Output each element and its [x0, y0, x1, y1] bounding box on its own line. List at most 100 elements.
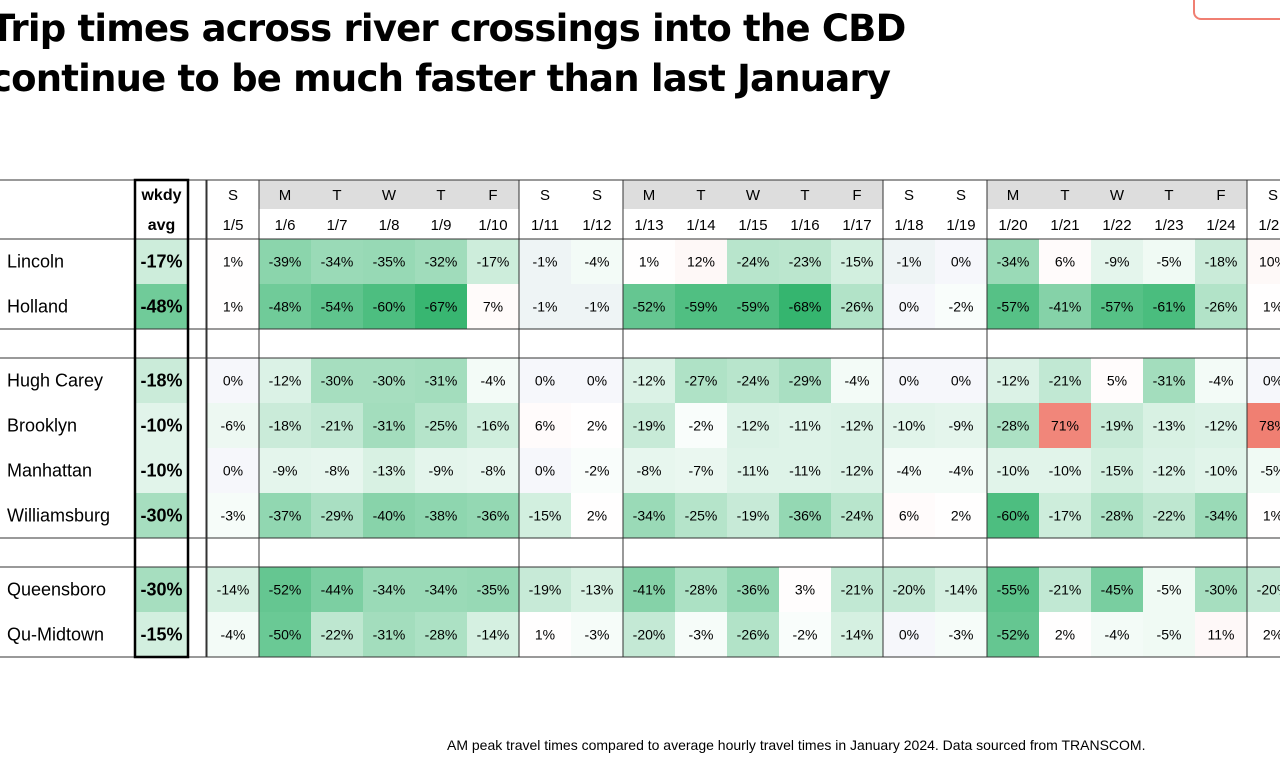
heat-cell — [727, 567, 779, 612]
heat-cell — [415, 403, 467, 448]
heat-cell — [1195, 358, 1247, 403]
cell-value: 78% — [1259, 418, 1280, 434]
heat-cell — [207, 448, 259, 493]
avg-cell — [135, 448, 188, 493]
heat-cell — [363, 358, 415, 403]
cell-value: -38% — [425, 508, 458, 524]
cell-value: -34% — [1205, 508, 1238, 524]
cell-value: -16% — [477, 418, 510, 434]
cell-value: -17% — [477, 254, 510, 270]
heat-cell — [623, 493, 675, 538]
heat-cell — [259, 493, 311, 538]
cell-value: -40% — [373, 508, 406, 524]
header-day-letter: M — [279, 187, 292, 204]
cell-value: 1% — [1263, 299, 1280, 315]
cell-value: -68% — [789, 299, 822, 315]
cell-value: -61% — [1153, 299, 1186, 315]
cell-value: -55% — [997, 582, 1030, 598]
cell-value: -24% — [841, 508, 874, 524]
header-day-letter: W — [1110, 187, 1125, 204]
cell-value: -35% — [477, 582, 510, 598]
heat-cell — [519, 284, 571, 329]
heat-cell — [675, 403, 727, 448]
heat-cell — [467, 567, 519, 612]
heat-cell — [1195, 612, 1247, 657]
heat-cell — [1143, 403, 1195, 448]
avg-value: -15% — [140, 625, 182, 645]
header-day-letter: S — [228, 187, 238, 204]
cell-value: -5% — [1157, 627, 1182, 643]
heat-cell — [259, 448, 311, 493]
header-date: 1/12 — [582, 217, 611, 234]
cell-value: -60% — [373, 299, 406, 315]
heat-cell — [311, 612, 363, 657]
cell-value: -24% — [737, 373, 770, 389]
header-date: 1/5 — [223, 217, 244, 234]
cell-value: -1% — [897, 254, 922, 270]
cell-value: -17% — [1049, 508, 1082, 524]
cell-value: -54% — [321, 299, 354, 315]
cell-value: -13% — [373, 463, 406, 479]
heat-cell — [987, 612, 1039, 657]
cell-value: -26% — [1205, 299, 1238, 315]
cell-value: -15% — [1101, 463, 1134, 479]
heat-cell — [727, 284, 779, 329]
heat-cell — [675, 567, 727, 612]
heat-cell — [623, 612, 675, 657]
cell-value: -4% — [221, 627, 246, 643]
row-label: Queensboro — [7, 580, 106, 600]
heat-cell — [779, 448, 831, 493]
heat-cell — [363, 567, 415, 612]
heat-cell — [1195, 284, 1247, 329]
heat-cell — [207, 284, 259, 329]
header-day-letter: W — [382, 187, 397, 204]
heat-cell — [311, 239, 363, 284]
cell-value: -12% — [633, 373, 666, 389]
cell-value: -18% — [269, 418, 302, 434]
cell-value: 0% — [587, 373, 607, 389]
cell-value: -12% — [737, 418, 770, 434]
heat-cell — [311, 448, 363, 493]
heat-cell — [675, 448, 727, 493]
cell-value: -28% — [685, 582, 718, 598]
row-label: Manhattan — [7, 461, 92, 481]
heat-cell — [571, 567, 623, 612]
heat-cell — [987, 358, 1039, 403]
row-label: Lincoln — [7, 252, 64, 272]
header-day-letter: M — [643, 187, 656, 204]
heat-cell — [1247, 567, 1280, 612]
heat-cell — [1091, 493, 1143, 538]
heat-cell — [727, 448, 779, 493]
cell-value: -15% — [529, 508, 562, 524]
header-day-letter: T — [696, 187, 705, 204]
cell-value: -2% — [585, 463, 610, 479]
cell-value: -8% — [637, 463, 662, 479]
cell-value: -5% — [1157, 254, 1182, 270]
heat-cell — [675, 239, 727, 284]
header-date: 1/9 — [431, 217, 452, 234]
heat-cell — [831, 403, 883, 448]
cell-value: -12% — [841, 418, 874, 434]
heat-cell — [259, 284, 311, 329]
cell-value: -19% — [529, 582, 562, 598]
cell-value: 0% — [535, 373, 555, 389]
cell-value: -59% — [737, 299, 770, 315]
cell-value: -36% — [737, 582, 770, 598]
heat-cell — [779, 403, 831, 448]
heat-cell — [519, 612, 571, 657]
header-date: 1/11 — [531, 217, 559, 234]
header-date: 1/22 — [1102, 217, 1131, 234]
cell-value: 0% — [1263, 373, 1280, 389]
cell-value: -12% — [841, 463, 874, 479]
cell-value: -3% — [689, 627, 714, 643]
cell-value: -11% — [737, 463, 769, 479]
heat-cell — [1143, 284, 1195, 329]
heat-cell — [259, 567, 311, 612]
heat-cell — [363, 493, 415, 538]
heat-cell — [207, 239, 259, 284]
cell-value: -25% — [425, 418, 458, 434]
cell-value: -21% — [1049, 373, 1082, 389]
header-day-letter: F — [488, 187, 497, 204]
cell-value: -4% — [1209, 373, 1234, 389]
cell-value: -14% — [841, 627, 874, 643]
